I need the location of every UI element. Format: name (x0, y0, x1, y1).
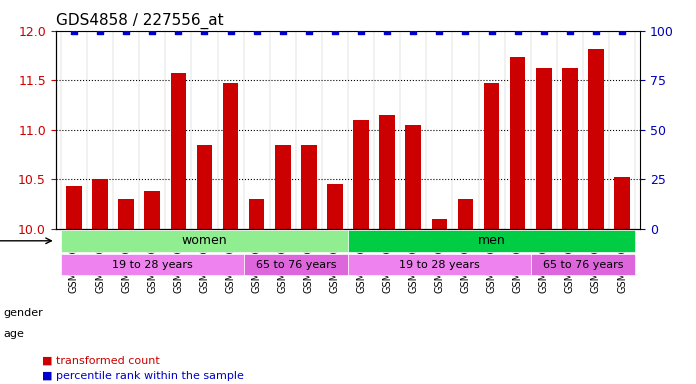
Point (590, 28, 601, 34)
Point (147, 28, 158, 34)
FancyBboxPatch shape (348, 254, 531, 275)
Bar (354, 120, 369, 229)
Point (225, 28, 236, 34)
Point (251, 28, 262, 34)
FancyBboxPatch shape (531, 254, 635, 275)
Point (460, 28, 471, 34)
Point (277, 28, 288, 34)
FancyBboxPatch shape (348, 230, 635, 252)
Point (303, 28, 315, 34)
Point (356, 28, 367, 34)
Text: age: age (3, 329, 24, 339)
Point (512, 28, 523, 34)
Bar (92, 179, 108, 229)
Bar (562, 68, 578, 229)
Bar (275, 145, 291, 229)
Text: 19 to 28 years: 19 to 28 years (399, 260, 480, 270)
Bar (509, 58, 525, 229)
Bar (145, 191, 160, 229)
Point (199, 28, 210, 34)
Bar (249, 199, 264, 229)
Bar (171, 73, 187, 229)
Bar (118, 199, 134, 229)
Bar (301, 145, 317, 229)
Text: women: women (182, 234, 228, 247)
Bar (66, 186, 82, 229)
Text: men: men (477, 234, 505, 247)
Bar (327, 184, 342, 229)
Point (120, 28, 132, 34)
FancyBboxPatch shape (61, 230, 348, 252)
Point (173, 28, 184, 34)
Point (95, 28, 106, 34)
Bar (223, 83, 238, 229)
Text: gender: gender (3, 308, 43, 318)
Text: 65 to 76 years: 65 to 76 years (255, 260, 336, 270)
Point (434, 28, 445, 34)
Bar (405, 125, 421, 229)
Bar (536, 68, 552, 229)
Point (617, 28, 628, 34)
Bar (197, 145, 212, 229)
Point (486, 28, 497, 34)
Point (329, 28, 340, 34)
Text: 65 to 76 years: 65 to 76 years (543, 260, 623, 270)
FancyBboxPatch shape (244, 254, 348, 275)
Bar (484, 83, 500, 229)
Text: GDS4858 / 227556_at: GDS4858 / 227556_at (56, 13, 223, 29)
Bar (458, 199, 473, 229)
Point (538, 28, 549, 34)
Text: 19 to 28 years: 19 to 28 years (112, 260, 193, 270)
Text: ■ transformed count: ■ transformed count (42, 356, 159, 366)
Bar (615, 177, 630, 229)
Bar (379, 115, 395, 229)
Point (564, 28, 576, 34)
Point (381, 28, 393, 34)
Text: ■ percentile rank within the sample: ■ percentile rank within the sample (42, 371, 244, 381)
Point (68, 28, 79, 34)
Bar (588, 48, 604, 229)
FancyBboxPatch shape (61, 254, 244, 275)
Point (408, 28, 419, 34)
Bar (432, 219, 447, 229)
